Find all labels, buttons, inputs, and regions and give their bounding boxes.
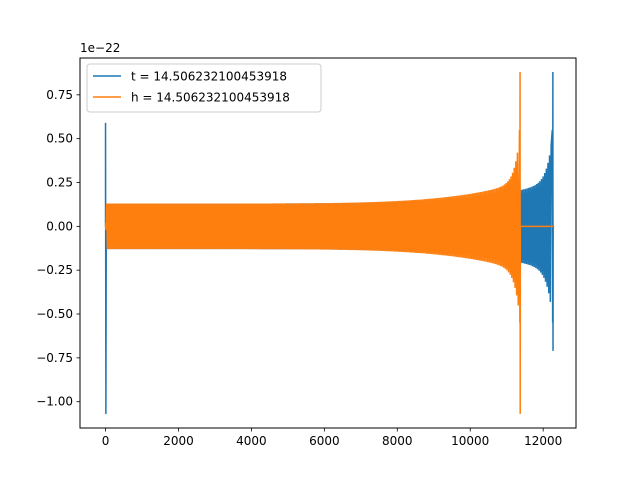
x-tick-label: 8000 bbox=[382, 434, 413, 448]
y-tick-label: −1.00 bbox=[36, 395, 73, 409]
y-tick-label: −0.25 bbox=[36, 263, 73, 277]
y-tick-label: 0.00 bbox=[46, 219, 73, 233]
y-tick-label: 0.50 bbox=[46, 132, 73, 146]
x-tick-label: 12000 bbox=[524, 434, 562, 448]
y-tick-label: 0.75 bbox=[46, 88, 73, 102]
legend: t = 14.506232100453918 h = 14.50623210045… bbox=[86, 63, 322, 113]
series-line-2 bbox=[104, 72, 554, 414]
y-axis: −1.00 −0.75 −0.50 −0.25 0.00 0.25 0.50 0.75 bbox=[36, 88, 80, 409]
x-tick-label: 0 bbox=[102, 434, 110, 448]
x-tick-label: 2000 bbox=[163, 434, 194, 448]
y-tick-label: 0.25 bbox=[46, 176, 73, 190]
x-tick-label: 10000 bbox=[451, 434, 489, 448]
legend-box bbox=[86, 63, 322, 113]
legend-label-1: t = 14.506232100453918 bbox=[131, 70, 287, 84]
y-tick-label: −0.75 bbox=[36, 351, 73, 365]
x-axis: 0 2000 4000 6000 8000 10000 12000 bbox=[102, 428, 562, 448]
x-tick-label: 4000 bbox=[236, 434, 267, 448]
plot-area bbox=[104, 72, 554, 414]
y-offset-label: 1e−22 bbox=[80, 41, 120, 55]
legend-label-2: h = 14.506232100453918 bbox=[131, 91, 290, 105]
axes-frame bbox=[79, 57, 577, 429]
x-tick-label: 6000 bbox=[309, 434, 340, 448]
y-tick-label: −0.50 bbox=[36, 307, 73, 321]
